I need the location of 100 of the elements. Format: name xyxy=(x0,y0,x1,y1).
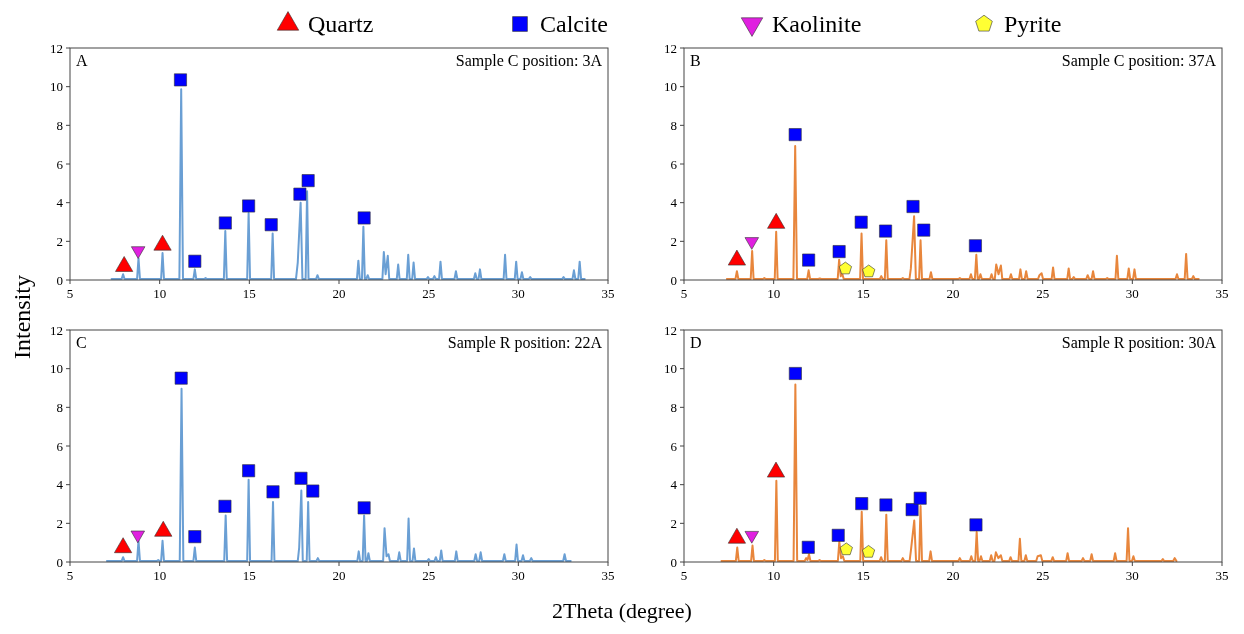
point xyxy=(357,211,371,225)
y-tick-label: 8 xyxy=(56,117,63,133)
x-tick-label: 10 xyxy=(153,568,167,583)
y-tick-label: 6 xyxy=(670,438,678,454)
point xyxy=(788,128,802,142)
x-tick-label: 15 xyxy=(856,568,870,583)
point xyxy=(188,530,202,544)
y-tick-label: 12 xyxy=(664,322,677,338)
point xyxy=(855,497,869,511)
point xyxy=(294,471,308,485)
x-tick-label: 20 xyxy=(332,286,346,301)
y-axis-title: Intensity xyxy=(9,275,35,359)
y-tick-label: 0 xyxy=(56,554,63,570)
x-tick-label: 25 xyxy=(1036,286,1050,301)
x-tick-label: 25 xyxy=(422,568,436,583)
legend-label: Quartz xyxy=(308,11,374,38)
point xyxy=(968,239,982,253)
y-tick-label: 4 xyxy=(56,195,64,211)
point xyxy=(905,503,919,517)
x-tick-label: 15 xyxy=(856,286,870,301)
y-tick-label: 0 xyxy=(670,554,677,570)
x-tick-label: 35 xyxy=(601,286,615,301)
y-tick-label: 2 xyxy=(56,233,63,249)
point xyxy=(264,218,278,232)
point xyxy=(831,528,845,542)
y-tick-label: 0 xyxy=(670,272,677,288)
point xyxy=(862,545,876,558)
y-tick-label: 8 xyxy=(670,399,677,415)
x-tick-label: 35 xyxy=(1215,568,1229,583)
y-tick-label: 10 xyxy=(664,361,677,377)
x-tick-label: 5 xyxy=(680,286,688,301)
point xyxy=(293,187,307,201)
annotation: Sample R position: 22A xyxy=(447,334,603,352)
y-tick-label: 4 xyxy=(670,477,678,493)
point xyxy=(301,174,315,188)
line-series xyxy=(720,383,1178,563)
annotation: A xyxy=(76,52,88,69)
y-tick-label: 12 xyxy=(50,40,63,56)
y-tick-label: 10 xyxy=(50,79,63,95)
y-tick-label: 6 xyxy=(56,156,64,172)
y-tick-label: 4 xyxy=(670,195,678,211)
x-tick-label: 5 xyxy=(680,568,688,583)
y-tick-label: 12 xyxy=(664,40,677,56)
x-tick-label: 5 xyxy=(66,286,74,301)
point xyxy=(839,542,853,555)
point xyxy=(969,518,983,532)
point xyxy=(306,484,320,498)
line-series xyxy=(110,88,586,281)
y-tick-label: 0 xyxy=(56,272,63,288)
point xyxy=(802,253,816,267)
point xyxy=(242,464,256,478)
x-tick-label: 20 xyxy=(946,286,960,301)
x-tick-label: 5 xyxy=(66,568,74,583)
point xyxy=(917,223,931,237)
x-tick-label: 25 xyxy=(1036,568,1050,583)
y-tick-label: 8 xyxy=(670,117,677,133)
point xyxy=(913,491,927,505)
x-tick-label: 30 xyxy=(511,568,525,583)
legend-label: Calcite xyxy=(540,11,608,38)
point xyxy=(854,215,868,229)
point xyxy=(357,501,371,515)
x-tick-label: 30 xyxy=(511,286,525,301)
legend-label: Pyrite xyxy=(1004,11,1062,38)
annotation: Sample C position: 37A xyxy=(1061,52,1217,70)
annotation: C xyxy=(76,334,87,351)
point xyxy=(838,261,852,275)
annotation: Sample R position: 30A xyxy=(1061,334,1217,352)
x-tick-label: 35 xyxy=(601,568,615,583)
point xyxy=(218,499,232,513)
point xyxy=(879,224,892,238)
y-tick-label: 2 xyxy=(670,233,677,249)
legend-label: Kaolinite xyxy=(772,11,862,38)
y-tick-label: 2 xyxy=(670,515,677,531)
line-series xyxy=(105,387,572,563)
point xyxy=(242,199,256,213)
x-tick-label: 30 xyxy=(1125,286,1139,301)
y-tick-label: 6 xyxy=(670,156,678,172)
x-tick-label: 15 xyxy=(242,286,256,301)
y-tick-label: 4 xyxy=(56,477,64,493)
y-tick-label: 8 xyxy=(56,399,63,415)
point xyxy=(801,540,815,554)
point xyxy=(174,371,188,385)
x-tick-label: 10 xyxy=(767,568,781,583)
y-tick-label: 2 xyxy=(56,515,63,531)
point xyxy=(130,530,145,544)
point xyxy=(862,264,876,278)
point xyxy=(218,216,232,230)
x-tick-label: 35 xyxy=(1215,286,1229,301)
annotation: D xyxy=(690,334,702,351)
y-tick-label: 6 xyxy=(56,438,64,454)
line-series xyxy=(725,145,1200,281)
x-tick-label: 10 xyxy=(153,286,167,301)
point xyxy=(832,245,846,258)
point xyxy=(131,246,146,259)
y-tick-label: 10 xyxy=(664,79,677,95)
x-tick-label: 20 xyxy=(332,568,346,583)
annotation: Sample C position: 3A xyxy=(455,52,603,70)
point xyxy=(788,367,802,380)
annotation: B xyxy=(690,52,701,69)
x-tick-label: 25 xyxy=(422,286,436,301)
